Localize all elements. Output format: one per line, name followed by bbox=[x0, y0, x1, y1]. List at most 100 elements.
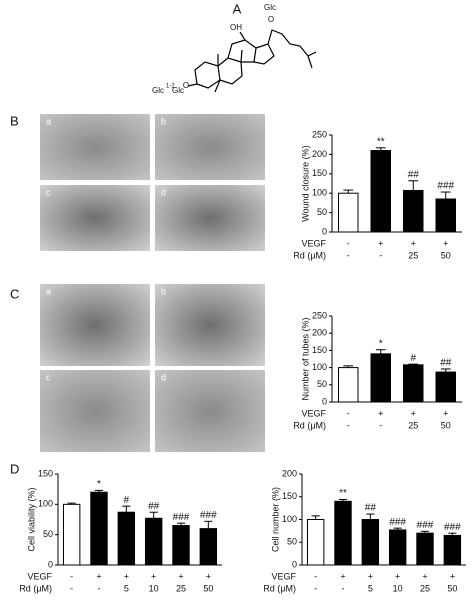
structure-label: Glc bbox=[152, 86, 164, 95]
structure bbox=[187, 29, 317, 93]
row-label: Rd (μM) bbox=[19, 583, 52, 593]
row-value: - bbox=[347, 250, 350, 260]
annotation: ** bbox=[377, 136, 385, 147]
micrograph bbox=[155, 185, 265, 251]
y-tick-label: 200 bbox=[312, 149, 327, 159]
micrograph bbox=[155, 370, 265, 452]
row-value: 50 bbox=[441, 250, 451, 260]
micrograph bbox=[40, 370, 150, 452]
annotation: * bbox=[379, 338, 383, 349]
row-value: 5 bbox=[368, 583, 373, 593]
annotation: ## bbox=[365, 503, 377, 514]
row-label: Rd (μM) bbox=[293, 420, 326, 430]
row-value: - bbox=[70, 571, 73, 581]
micrograph bbox=[155, 114, 265, 180]
row-value: + bbox=[411, 408, 416, 418]
structure-label: Glc bbox=[172, 86, 184, 95]
row-value: + bbox=[340, 571, 345, 581]
bar bbox=[435, 371, 456, 403]
row-value: + bbox=[206, 571, 211, 581]
micrograph bbox=[155, 284, 265, 366]
y-tick-label: 100 bbox=[38, 499, 53, 509]
structure-label: 1-2 bbox=[166, 84, 175, 90]
structure-label: OH bbox=[230, 23, 242, 32]
row-value: + bbox=[378, 408, 383, 418]
row-value: - bbox=[70, 583, 73, 593]
bar bbox=[172, 525, 190, 566]
row-value: + bbox=[411, 238, 416, 248]
y-tick-label: 0 bbox=[292, 559, 297, 569]
y-tick-label: 250 bbox=[312, 129, 327, 139]
row-value: - bbox=[314, 571, 317, 581]
row-value: + bbox=[368, 571, 373, 581]
row-value: + bbox=[450, 571, 455, 581]
bar bbox=[338, 192, 359, 233]
annotation: ## bbox=[440, 358, 452, 369]
image-label: d bbox=[161, 187, 166, 197]
panel-label: A bbox=[233, 1, 242, 16]
y-tick-label: 150 bbox=[312, 168, 327, 178]
bar bbox=[416, 532, 434, 566]
y-tick-label: 150 bbox=[38, 468, 53, 478]
row-value: - bbox=[379, 420, 382, 430]
row-value: + bbox=[443, 238, 448, 248]
bar bbox=[403, 364, 424, 403]
micrograph bbox=[40, 284, 150, 366]
y-tick-label: 100 bbox=[312, 188, 327, 198]
structure-label: O bbox=[268, 15, 274, 24]
row-value: 50 bbox=[441, 420, 451, 430]
y-axis-label: Wound closure (%) bbox=[300, 145, 310, 221]
y-tick-label: 100 bbox=[312, 362, 327, 372]
row-value: 25 bbox=[408, 250, 418, 260]
bar bbox=[334, 500, 352, 566]
row-label: VEGF bbox=[301, 238, 326, 248]
row-value: - bbox=[379, 250, 382, 260]
bar bbox=[62, 503, 81, 566]
y-tick-label: 200 bbox=[312, 328, 327, 338]
annotation: ## bbox=[148, 501, 160, 512]
row-label: Rd (μM) bbox=[263, 583, 296, 593]
annotation: ### bbox=[200, 510, 217, 521]
y-axis-label: Number of tubes (%) bbox=[300, 317, 310, 400]
bar bbox=[306, 519, 325, 566]
row-label: Rd (μM) bbox=[293, 250, 326, 260]
image-label: b bbox=[161, 286, 166, 296]
row-label: VEGF bbox=[301, 408, 326, 418]
annotation: ## bbox=[408, 169, 420, 180]
row-value: - bbox=[347, 408, 350, 418]
bar bbox=[338, 367, 359, 403]
row-value: + bbox=[395, 571, 400, 581]
y-axis-label: Cell viability (%) bbox=[26, 487, 36, 551]
bar bbox=[443, 534, 462, 566]
row-value: + bbox=[178, 571, 183, 581]
annotation: # bbox=[410, 353, 416, 364]
row-value: + bbox=[378, 238, 383, 248]
row-value: - bbox=[342, 583, 345, 593]
image-label: a bbox=[46, 286, 51, 296]
annotation: ### bbox=[444, 522, 461, 533]
row-value: 10 bbox=[149, 583, 159, 593]
panel-label: C bbox=[10, 286, 19, 301]
bar bbox=[388, 529, 407, 566]
bar bbox=[403, 189, 424, 233]
panel-label: D bbox=[10, 461, 19, 476]
bar bbox=[435, 198, 456, 233]
y-tick-label: 50 bbox=[317, 379, 327, 389]
annotation: * bbox=[97, 479, 101, 490]
micrograph bbox=[40, 114, 150, 180]
image-label: c bbox=[46, 187, 51, 197]
y-tick-label: 250 bbox=[312, 310, 327, 320]
annotation: ### bbox=[437, 181, 454, 192]
annotation: ### bbox=[389, 517, 406, 528]
structure-label: O bbox=[183, 81, 189, 90]
y-tick-label: 0 bbox=[322, 396, 327, 406]
row-value: - bbox=[347, 238, 350, 248]
row-value: 25 bbox=[420, 583, 430, 593]
y-tick-label: 50 bbox=[43, 529, 53, 539]
row-value: - bbox=[98, 583, 101, 593]
bar bbox=[361, 519, 380, 566]
bar bbox=[117, 511, 136, 566]
annotation: # bbox=[124, 495, 130, 506]
row-value: + bbox=[443, 408, 448, 418]
y-axis-label: Cell number (%) bbox=[270, 487, 280, 552]
